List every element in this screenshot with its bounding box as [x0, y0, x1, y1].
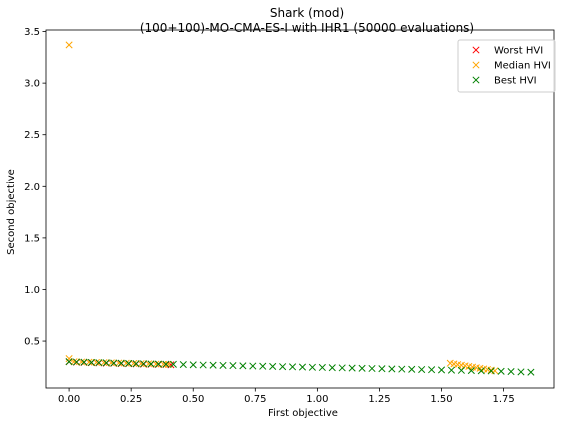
- data-point: [72, 358, 81, 366]
- y-tick-label: 2.0: [24, 182, 40, 193]
- data-point: [298, 363, 307, 371]
- data-point: [95, 359, 103, 367]
- data-point: [408, 365, 416, 373]
- data-point: [147, 360, 155, 368]
- y-tick-label: 1.5: [24, 233, 40, 244]
- data-point: [269, 362, 277, 370]
- legend-marker: [472, 46, 480, 54]
- y-tick-label: 3.5: [24, 27, 40, 38]
- data-point: [418, 365, 426, 374]
- data-point: [132, 360, 140, 368]
- data-point: [497, 367, 505, 375]
- data-point: [169, 360, 177, 368]
- chart-title-line-2: (100+100)-MO-CMA-ES-I with IHR1 (50000 e…: [140, 21, 474, 35]
- legend-item: Best HVI: [472, 76, 537, 87]
- data-point: [368, 364, 376, 373]
- data-point: [162, 360, 170, 368]
- data-point: [388, 365, 396, 373]
- data-point: [189, 361, 197, 369]
- data-point: [65, 41, 73, 49]
- data-point: [102, 359, 110, 367]
- data-point: [179, 361, 187, 369]
- data-point: [110, 359, 118, 367]
- data-point: [249, 362, 257, 370]
- data-point: [477, 367, 485, 375]
- data-point: [65, 355, 73, 363]
- data-point: [457, 366, 465, 374]
- series-best-hvi: [65, 358, 535, 376]
- data-point: [65, 358, 73, 366]
- data-point: [358, 364, 366, 372]
- y-tick-label: 1.0: [24, 285, 40, 296]
- data-point: [87, 358, 95, 366]
- x-tick-label: 0.00: [58, 394, 80, 405]
- legend-label: Median HVI: [494, 61, 551, 72]
- x-axis-label: First objective: [268, 408, 338, 419]
- y-tick-label: 0.5: [24, 337, 40, 348]
- x-tick-label: 1.00: [306, 394, 328, 405]
- data-point: [437, 366, 446, 374]
- data-point: [154, 360, 163, 368]
- data-point: [80, 358, 88, 366]
- axes: 0.00 0.25 0.50 0.75 1.00 1.25 1.50 1.75 0.5 1.0 1.…: [24, 27, 555, 405]
- data-point: [209, 361, 217, 369]
- data-point: [308, 363, 316, 371]
- plot-area: [65, 41, 535, 376]
- data-point: [428, 366, 436, 374]
- chart-title-line-1: Shark (mod): [270, 6, 344, 20]
- legend: Worst HVI Median HVI Best HVI: [457, 39, 556, 93]
- data-point: [279, 363, 287, 371]
- data-point: [447, 366, 456, 374]
- legend-item: Median HVI: [472, 61, 551, 72]
- plot-frame: [45, 29, 555, 389]
- x-tick-label: 1.50: [430, 394, 452, 405]
- x-tick-label: 0.25: [120, 394, 142, 405]
- legend-label: Best HVI: [494, 76, 537, 87]
- y-tick-label: 2.5: [24, 130, 40, 141]
- legend-marker: [472, 76, 480, 84]
- x-tick-label: 1.75: [492, 394, 514, 405]
- legend-label: Worst HVI: [494, 46, 543, 57]
- data-point: [487, 367, 495, 375]
- data-point: [517, 368, 525, 376]
- data-point: [507, 368, 515, 376]
- data-point: [229, 362, 237, 370]
- x-tick-label: 0.75: [244, 394, 266, 405]
- legend-frame: [457, 39, 556, 93]
- data-point: [288, 363, 297, 371]
- data-point: [140, 360, 148, 368]
- data-point: [527, 368, 535, 376]
- data-point: [318, 363, 326, 372]
- data-point: [259, 362, 267, 370]
- legend-item: Worst HVI: [472, 46, 543, 57]
- data-point: [348, 364, 356, 372]
- data-point: [239, 362, 247, 370]
- data-point: [328, 364, 336, 372]
- x-tick-label: 0.50: [182, 394, 204, 405]
- data-point: [338, 364, 346, 372]
- data-point: [378, 365, 386, 373]
- data-point: [398, 365, 406, 373]
- data-point: [219, 361, 227, 369]
- x-tick-label: 1.25: [368, 394, 390, 405]
- data-point: [125, 359, 133, 367]
- series-median-hvi: [65, 41, 499, 375]
- data-point: [117, 359, 125, 367]
- data-point: [467, 367, 475, 375]
- y-tick-label: 3.0: [24, 79, 40, 90]
- legend-marker: [472, 61, 480, 69]
- y-axis-label: Second objective: [6, 169, 17, 255]
- data-point: [199, 361, 207, 369]
